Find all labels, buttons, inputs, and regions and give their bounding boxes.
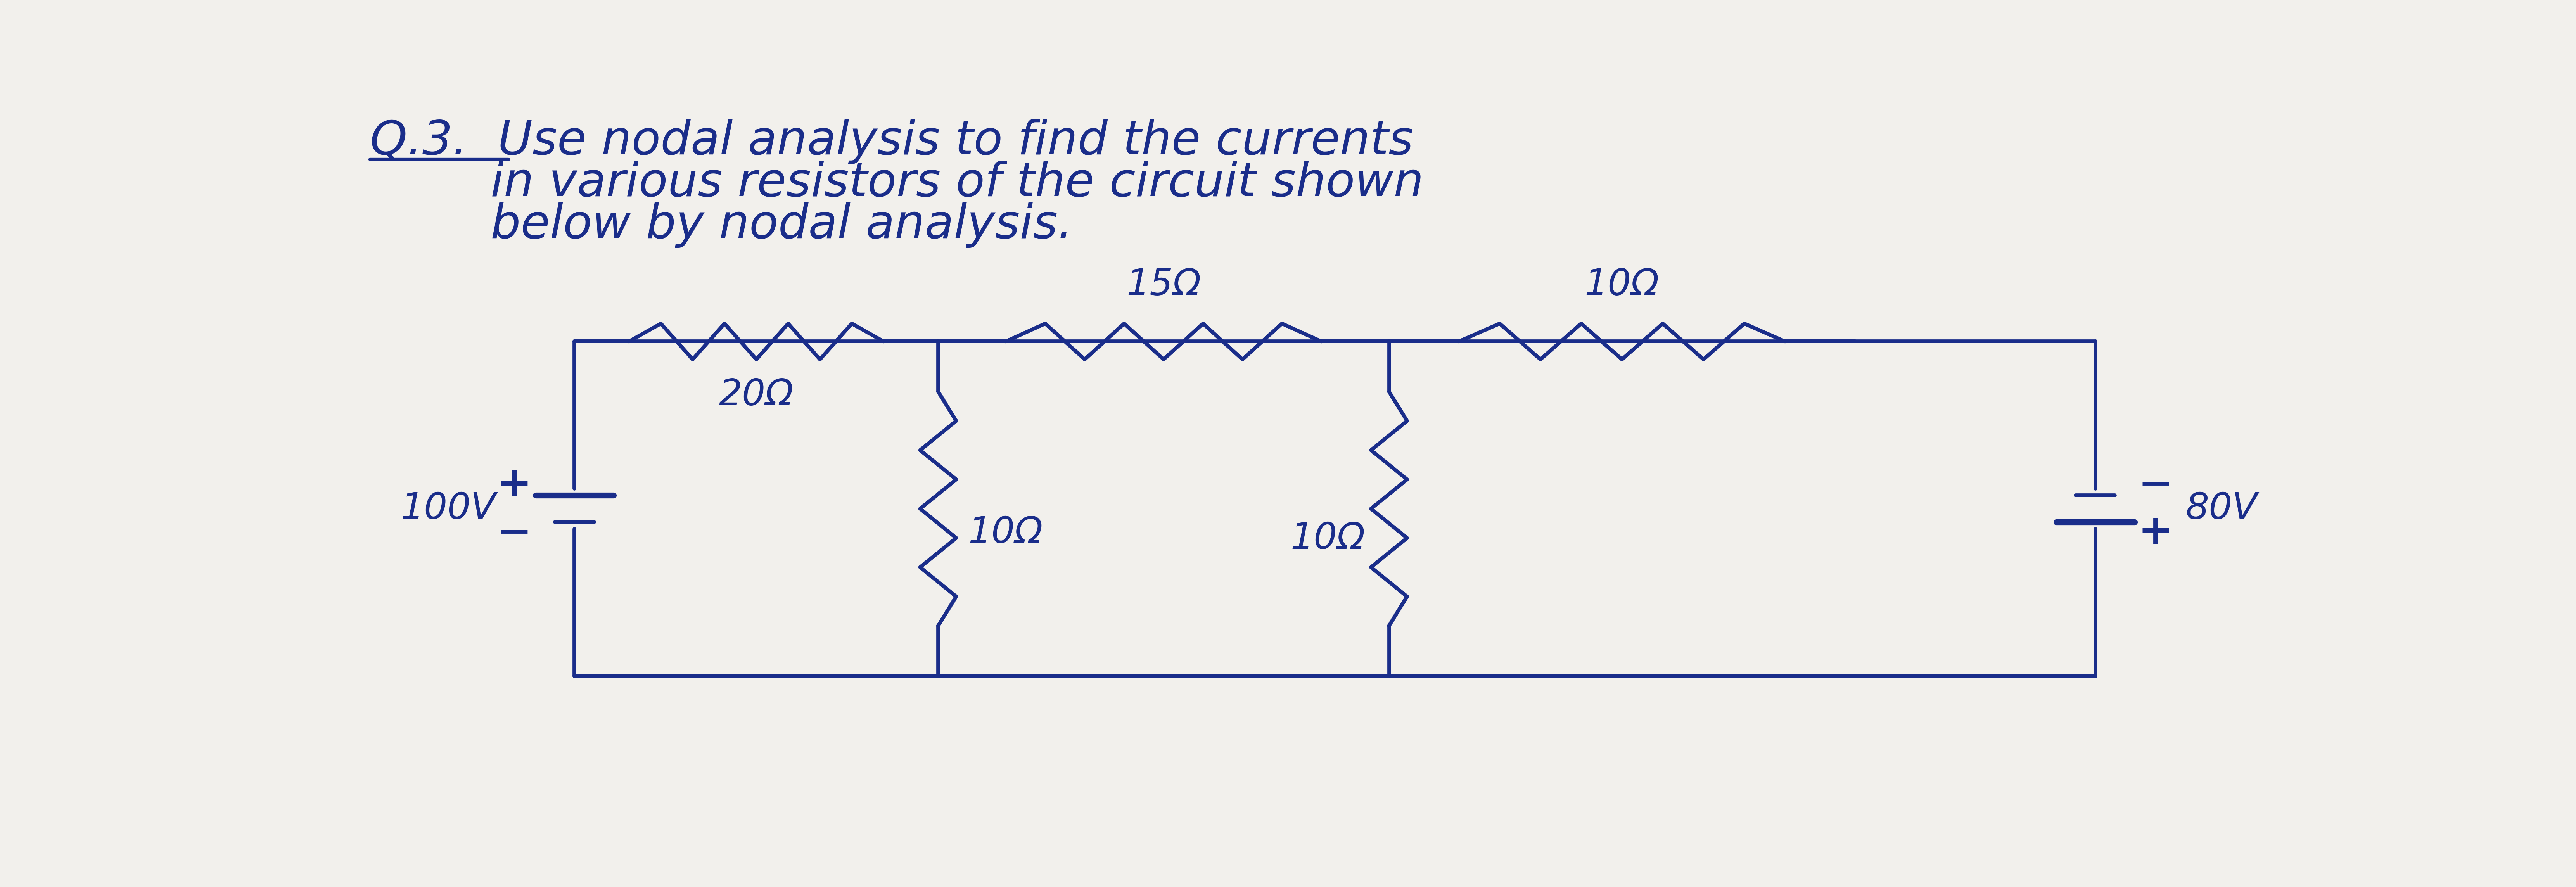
Text: 10Ω: 10Ω	[1291, 521, 1365, 556]
Text: −: −	[2138, 465, 2174, 506]
Text: 20Ω: 20Ω	[719, 377, 793, 412]
Text: below by nodal analysis.: below by nodal analysis.	[371, 202, 1072, 247]
Text: +: +	[2138, 512, 2174, 553]
Text: +: +	[497, 464, 533, 506]
Text: 10Ω: 10Ω	[1584, 267, 1659, 302]
Text: 10Ω: 10Ω	[969, 515, 1043, 550]
Text: in various resistors of the circuit shown: in various resistors of the circuit show…	[371, 161, 1425, 206]
Text: Q.3.  Use nodal analysis to find the currents: Q.3. Use nodal analysis to find the curr…	[371, 119, 1414, 164]
Text: −: −	[497, 512, 533, 553]
Text: 15Ω: 15Ω	[1126, 267, 1200, 302]
Text: 100V: 100V	[402, 491, 495, 526]
Text: 80V: 80V	[2187, 491, 2257, 526]
